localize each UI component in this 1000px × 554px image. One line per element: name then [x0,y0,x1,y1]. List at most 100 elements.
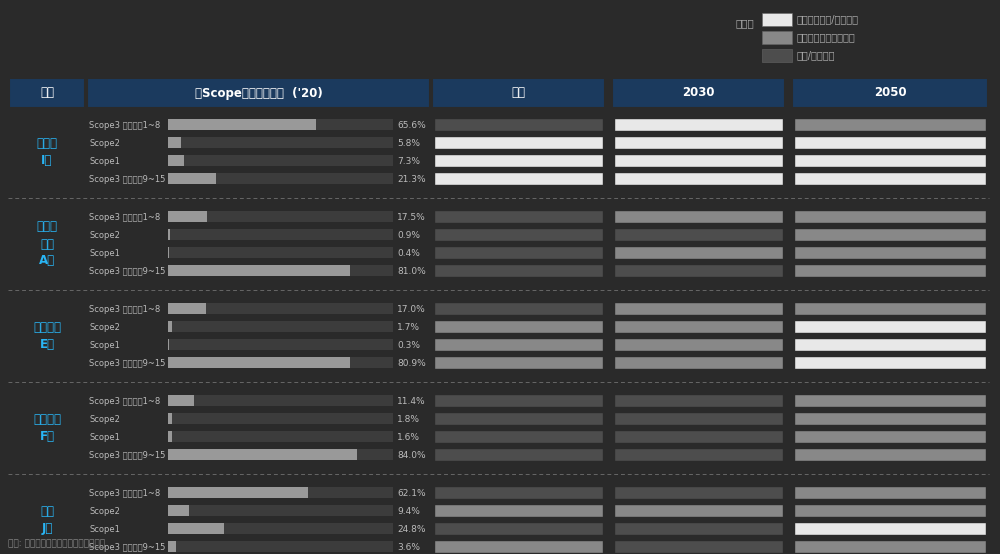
Bar [168,395,194,406]
Bar [168,155,184,166]
Bar [168,321,393,332]
Bar [794,540,986,553]
Bar [614,210,783,223]
Bar [434,302,603,315]
Bar [794,338,986,351]
Bar [168,303,206,314]
Bar [432,78,605,108]
Text: 電気機器
E社: 電気機器 E社 [33,321,61,351]
Text: 0.9%: 0.9% [397,230,420,239]
Text: 5.8%: 5.8% [397,138,420,147]
Text: 11.4%: 11.4% [397,397,426,406]
Bar [168,395,393,406]
Text: 具体的な取組/計画有り: 具体的な取組/計画有り [797,14,859,24]
Bar [794,228,986,241]
Bar [9,78,85,108]
Bar [794,394,986,407]
Bar [168,173,216,184]
Bar [168,523,393,534]
Bar [168,211,393,222]
Text: 食料品
I社: 食料品 I社 [36,137,58,167]
Text: Scope2: Scope2 [89,138,120,147]
Bar [168,505,189,516]
Bar [762,13,792,26]
Bar [794,246,986,259]
Text: Scope3 カテゴリ1~8: Scope3 カテゴリ1~8 [89,213,160,222]
Text: 3.6%: 3.6% [397,542,420,551]
Text: 電気機器
F社: 電気機器 F社 [33,413,61,443]
Text: Scope3 カテゴリ9~15: Scope3 カテゴリ9~15 [89,450,165,459]
Bar [168,265,393,276]
Bar [792,78,988,108]
Text: 21.3%: 21.3% [397,175,426,183]
Text: Scope3 カテゴリ9~15: Scope3 カテゴリ9~15 [89,358,165,367]
Bar [614,118,783,131]
Bar [168,155,393,166]
Text: 0.3%: 0.3% [397,341,420,350]
Bar [794,302,986,315]
Text: 65.6%: 65.6% [397,121,426,130]
Text: Scope3 カテゴリ1~8: Scope3 カテゴリ1~8 [89,397,160,406]
Text: Scope2: Scope2 [89,322,120,331]
Text: Scope3 カテゴリ9~15: Scope3 カテゴリ9~15 [89,542,165,551]
Text: Scope1: Scope1 [89,249,120,258]
Bar [614,246,783,259]
Bar [614,320,783,333]
Bar [434,522,603,535]
Text: 24.8%: 24.8% [397,525,426,534]
Bar [762,31,792,44]
Bar [434,504,603,517]
Bar [794,136,986,149]
Text: 計画/取組無し: 計画/取組無し [797,50,836,60]
Bar [168,211,207,222]
Text: Scope2: Scope2 [89,230,120,239]
Bar [168,247,393,258]
Bar [434,394,603,407]
Bar [168,119,316,130]
Bar [168,137,393,148]
Bar [614,394,783,407]
Bar [614,540,783,553]
Bar [434,136,603,149]
Text: 2050: 2050 [874,86,906,100]
Text: 62.1%: 62.1% [397,489,426,497]
Text: 各Scopeの排出量比率  ('20): 各Scopeの排出量比率 ('20) [195,86,322,100]
Bar [794,264,986,277]
Bar [168,413,172,424]
Text: 84.0%: 84.0% [397,450,426,459]
Bar [434,172,603,185]
Text: Scope3 カテゴリ9~15: Scope3 カテゴリ9~15 [89,175,165,183]
Text: Scope3 カテゴリ1~8: Scope3 カテゴリ1~8 [89,489,160,497]
Bar [434,338,603,351]
Bar [434,154,603,167]
Text: 企業: 企業 [40,86,54,100]
Bar [168,137,181,148]
Text: 9.4%: 9.4% [397,506,420,516]
Bar [794,412,986,425]
Bar [614,228,783,241]
Bar [762,49,792,62]
Bar [434,486,603,499]
Bar [612,78,785,108]
Text: Scope1: Scope1 [89,525,120,534]
Text: Scope3 カテゴリ9~15: Scope3 カテゴリ9~15 [89,266,165,275]
Bar [434,210,603,223]
Bar [168,413,393,424]
Text: 1.8%: 1.8% [397,414,420,423]
Bar [614,172,783,185]
Text: Scope1: Scope1 [89,156,120,166]
Text: Scope1: Scope1 [89,433,120,442]
Text: Scope2: Scope2 [89,414,120,423]
Text: 2030: 2030 [682,86,715,100]
Text: Scope3 カテゴリ1~8: Scope3 カテゴリ1~8 [89,121,160,130]
Bar [434,228,603,241]
Bar [168,431,172,442]
Bar [168,229,170,240]
Bar [434,540,603,553]
Text: 0.4%: 0.4% [397,249,420,258]
Bar [794,448,986,461]
Text: 17.0%: 17.0% [397,305,426,314]
Text: 出所: 各社サステナビリティレポート等: 出所: 各社サステナビリティレポート等 [8,539,105,548]
Bar [614,504,783,517]
Bar [794,118,986,131]
